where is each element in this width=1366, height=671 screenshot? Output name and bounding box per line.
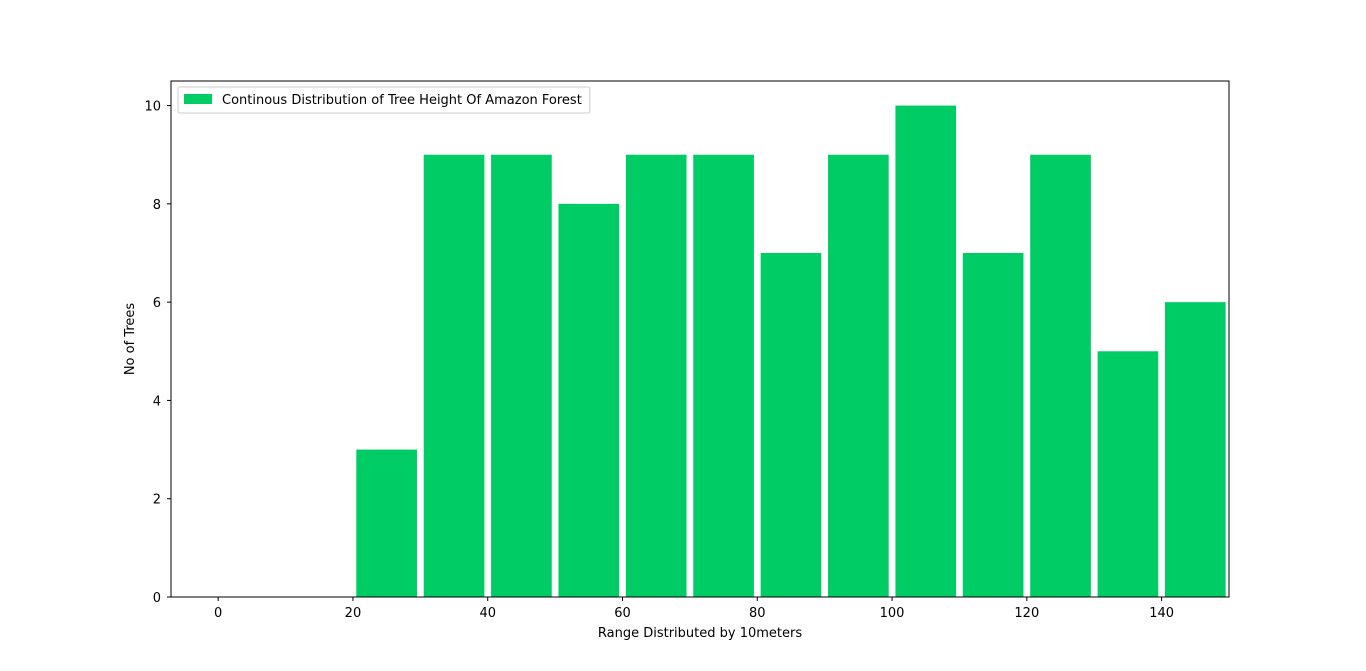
bar-85 [760,253,822,597]
bar-65 [625,154,687,597]
legend-swatch [184,94,212,104]
bar-25 [356,449,417,597]
x-tick-label-120: 120 [1014,606,1039,621]
y-tick-label-10: 10 [144,100,161,115]
bars-group [356,105,1226,598]
bar-55 [558,203,620,597]
bar-95 [828,154,889,597]
bar-135 [1097,351,1159,597]
x-tick-label-140: 140 [1149,606,1174,621]
bar-105 [895,105,957,598]
x-tick-label-0: 0 [214,606,222,621]
bar-115 [962,253,1024,597]
x-tick-label-20: 20 [345,606,362,621]
y-axis: 0 2 4 6 8 10 [144,100,171,606]
legend-entry: Continous Distribution of Tree Height Of… [222,93,582,108]
x-tick-label-100: 100 [880,606,905,621]
bar-125 [1030,154,1091,597]
legend-box [177,86,591,114]
bar-75 [693,154,754,597]
y-axis-label: No of Trees [123,303,138,376]
y-tick-label-2: 2 [153,493,161,508]
legend: Continous Distribution of Tree Height Of… [177,86,591,114]
x-axis: 0 20 40 60 80 100 120 140 [214,597,1174,621]
bar-145 [1164,302,1226,597]
plot-frame [170,80,1230,598]
y-tick-label-8: 8 [153,198,161,213]
y-tick-label-4: 4 [153,394,161,409]
x-axis-label: Range Distributed by 10meters [598,626,802,641]
bar-35 [423,154,485,597]
x-tick-label-80: 80 [749,606,766,621]
x-tick-label-40: 40 [479,606,496,621]
x-tick-label-60: 60 [614,606,631,621]
y-tick-label-6: 6 [153,296,161,311]
bar-45 [491,154,552,597]
y-tick-label-0: 0 [153,591,161,606]
